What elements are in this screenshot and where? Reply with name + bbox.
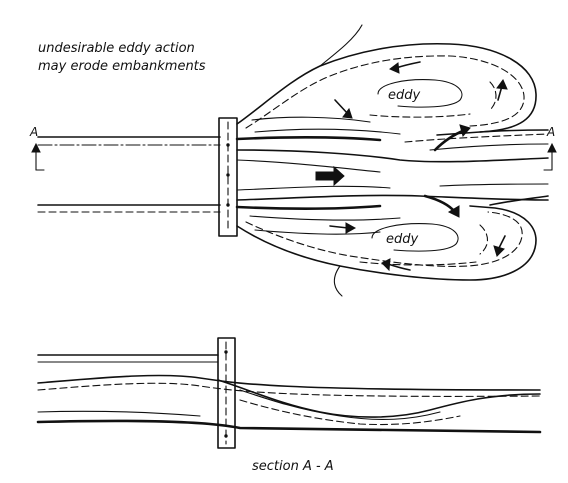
eddy-arrows [329,61,508,272]
plan-view: undesirable eddy action may erode embank… [29,24,557,297]
channel-bed-profile [36,379,542,434]
water-surface [37,354,541,397]
bridge-abutment-plan [218,117,238,237]
section-view: section A - A [36,337,542,474]
eddy-top-label: eddy [388,88,421,103]
section-caption: section A - A [252,459,334,474]
bottom-eddy-zone: eddy [236,205,537,297]
bridge-pier-section [217,337,236,449]
section-mark-left-label: A [29,125,38,139]
section-marker-left: A [29,125,45,171]
section-marker-right: A [543,125,557,171]
section-mark-right-label: A [546,125,555,139]
top-eddy-zone: eddy [236,24,537,136]
upstream-channel [37,136,221,213]
warning-text-line1: undesirable eddy action [38,41,195,56]
main-flow [235,129,549,211]
warning-text-line2: may erode embankments [38,59,206,74]
eddy-bottom-label: eddy [386,232,419,247]
